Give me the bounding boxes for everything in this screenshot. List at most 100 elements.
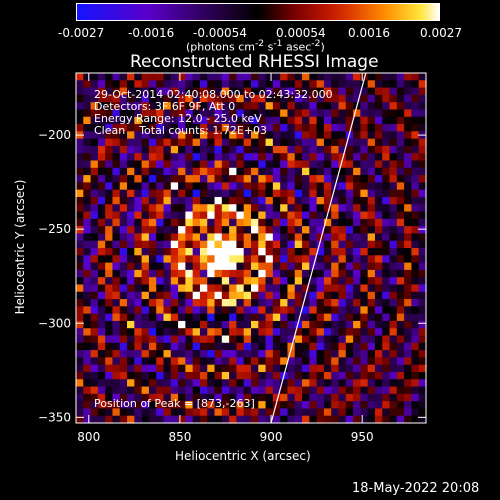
heatmap-cell: [367, 371, 376, 380]
heatmap-cell: [287, 233, 296, 242]
heatmap-cell: [265, 364, 274, 373]
heatmap-cell: [192, 306, 201, 315]
heatmap-cell: [141, 218, 150, 227]
heatmap-cell: [272, 335, 281, 344]
heatmap-cell: [338, 182, 347, 191]
heatmap-cell: [331, 393, 340, 402]
heatmap-cell: [360, 211, 369, 220]
heatmap-cell: [331, 401, 340, 410]
heatmap-cell: [185, 124, 194, 132]
heatmap-cell: [316, 124, 325, 132]
heatmap-cell: [258, 386, 267, 395]
heatmap-cell: [178, 350, 186, 358]
heatmap-cell: [243, 94, 252, 103]
heatmap-cell: [119, 73, 128, 81]
heatmap-cell: [83, 153, 92, 162]
heatmap-cell: [258, 328, 267, 337]
heatmap-cell: [83, 124, 92, 132]
heatmap-cell: [127, 386, 135, 395]
heatmap-cell: [374, 291, 383, 300]
heatmap-cell: [411, 306, 420, 315]
heatmap-cell: [229, 196, 238, 205]
heatmap-cell: [119, 87, 128, 96]
heatmap-cell: [170, 109, 179, 118]
heatmap-cell: [272, 401, 281, 410]
heatmap-cell: [178, 196, 186, 205]
heatmap-cell: [287, 145, 296, 154]
heatmap-cell: [243, 218, 252, 227]
heatmap-cell: [251, 299, 259, 307]
heatmap-cell: [353, 415, 361, 424]
heatmap-cell: [272, 306, 281, 315]
heatmap-cell: [389, 109, 398, 118]
heatmap-cell: [418, 218, 427, 227]
heatmap-cell: [229, 73, 238, 81]
y-tick-label: −350: [38, 410, 71, 424]
heatmap-cell: [221, 182, 230, 191]
heatmap-cell: [323, 313, 332, 322]
heatmap-cell: [389, 153, 398, 162]
heatmap-cell: [294, 248, 303, 256]
heatmap-cell: [185, 233, 194, 242]
heatmap-cell: [83, 284, 92, 293]
heatmap-cell: [316, 357, 325, 366]
heatmap-cell: [221, 379, 230, 388]
heatmap-cell: [396, 189, 405, 198]
heatmap-cell: [105, 131, 114, 140]
heatmap-cell: [367, 167, 376, 176]
heatmap-cell: [83, 291, 92, 300]
heatmap-cell: [229, 175, 238, 183]
heatmap-cell: [141, 240, 150, 249]
heatmap-cell: [207, 255, 216, 264]
heatmap-cell: [207, 218, 216, 227]
heatmap-cell: [302, 306, 310, 315]
heatmap-cell: [229, 102, 238, 111]
heatmap-cell: [141, 73, 150, 81]
heatmap-cell: [134, 153, 143, 162]
heatmap-cell: [411, 138, 420, 147]
heatmap-cell: [127, 204, 135, 213]
heatmap-cell: [221, 299, 230, 307]
heatmap-cell: [294, 408, 303, 417]
heatmap-cell: [331, 379, 340, 388]
heatmap-cell: [148, 386, 157, 395]
heatmap-cell: [404, 277, 413, 286]
heatmap-cell: [83, 364, 92, 373]
heatmap-cell: [287, 167, 296, 176]
heatmap-cell: [411, 408, 420, 417]
heatmap-cell: [382, 262, 391, 271]
heatmap-cell: [302, 196, 310, 205]
heatmap-cell: [331, 153, 340, 162]
heatmap-cell: [156, 160, 165, 169]
heatmap-cell: [156, 320, 165, 329]
heatmap-cell: [83, 342, 92, 351]
heatmap-cell: [265, 277, 274, 286]
heatmap-cell: [83, 102, 92, 111]
heatmap-cell: [221, 371, 230, 380]
heatmap-cell: [214, 226, 223, 235]
heatmap-cell: [382, 342, 391, 351]
heatmap-cell: [396, 371, 405, 380]
heatmap-cell: [294, 255, 303, 264]
heatmap-cell: [90, 386, 99, 395]
heatmap-cell: [294, 233, 303, 242]
heatmap-cell: [156, 233, 165, 242]
heatmap-cell: [396, 160, 405, 169]
heatmap-cell: [90, 73, 99, 81]
heatmap-cell: [323, 364, 332, 373]
heatmap-cell: [76, 233, 84, 242]
heatmap-cell: [243, 204, 252, 213]
heatmap-cell: [178, 269, 186, 278]
heatmap-cell: [302, 364, 310, 373]
heatmap-cell: [309, 306, 318, 315]
heatmap-cell: [404, 313, 413, 322]
heatmap-cell: [90, 233, 99, 242]
heatmap-cell: [185, 153, 194, 162]
heatmap-cell: [178, 145, 186, 154]
heatmap-cell: [90, 262, 99, 271]
heatmap-cell: [302, 357, 310, 366]
heatmap-cell: [360, 145, 369, 154]
heatmap-cell: [199, 211, 208, 220]
heatmap-cell: [287, 102, 296, 111]
heatmap-cell: [316, 226, 325, 235]
